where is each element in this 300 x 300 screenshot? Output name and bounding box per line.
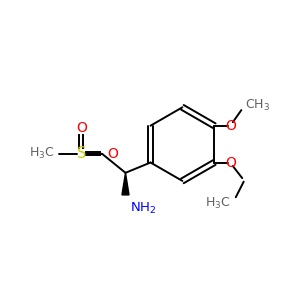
Polygon shape: [122, 173, 129, 195]
Text: CH$_3$: CH$_3$: [245, 98, 270, 112]
Text: S: S: [76, 146, 86, 161]
Text: O: O: [225, 119, 236, 133]
Text: H$_3$C: H$_3$C: [205, 196, 230, 211]
Text: O: O: [76, 121, 87, 135]
Text: O: O: [225, 155, 236, 170]
Text: NH$_2$: NH$_2$: [130, 201, 156, 216]
Text: O: O: [107, 147, 118, 161]
Text: H$_3$C: H$_3$C: [29, 146, 55, 161]
